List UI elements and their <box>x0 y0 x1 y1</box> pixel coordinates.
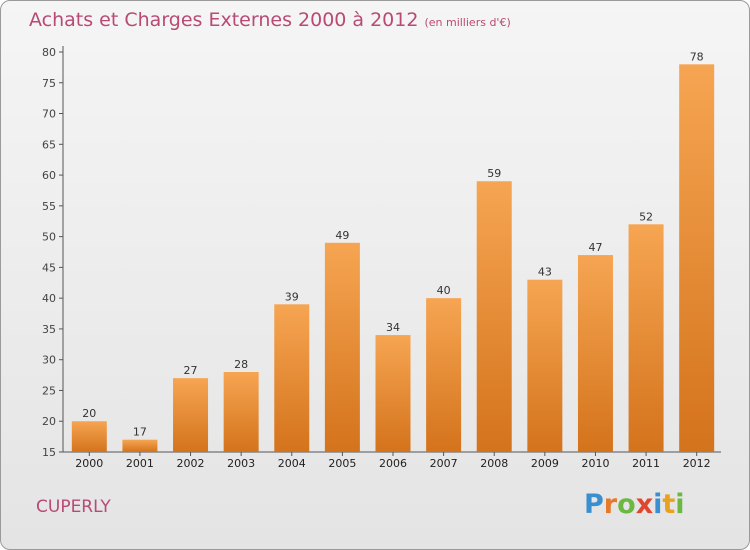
bar-2005 <box>324 242 360 452</box>
bar-2006 <box>375 335 411 452</box>
data-label-2008: 59 <box>487 167 501 180</box>
y-tick-label: 40 <box>42 292 56 305</box>
chart-unit: (en milliers d'€) <box>424 16 511 29</box>
logo-letter: P <box>584 489 604 520</box>
y-tick-label: 35 <box>42 323 56 336</box>
bar-2008 <box>476 181 512 452</box>
data-label-2011: 52 <box>639 210 653 223</box>
bar-2002 <box>173 378 209 452</box>
logo-letter: i <box>675 489 685 520</box>
bar-2010 <box>577 255 613 452</box>
y-tick-label: 75 <box>42 77 56 90</box>
y-tick-label: 70 <box>42 108 56 121</box>
x-tick-label: 2006 <box>379 457 407 470</box>
bar-2001 <box>122 439 158 452</box>
x-tick-label: 2002 <box>177 457 205 470</box>
x-tick-label: 2011 <box>632 457 660 470</box>
x-tick-label: 2004 <box>278 457 306 470</box>
logo-letter: r <box>603 489 618 520</box>
proxiti-logo: Proxiti <box>584 489 685 520</box>
x-tick-label: 2000 <box>75 457 103 470</box>
data-label-2002: 27 <box>184 364 198 377</box>
chart-title-text: Achats et Charges Externes 2000 à 2012 <box>29 9 419 31</box>
logo-letter: x <box>635 489 654 520</box>
bar-2007 <box>426 298 462 452</box>
x-tick-label: 2003 <box>227 457 255 470</box>
data-label-2006: 34 <box>386 321 400 334</box>
y-tick-label: 80 <box>42 46 56 59</box>
y-tick-label: 65 <box>42 138 56 151</box>
y-tick-label: 45 <box>42 261 56 274</box>
x-tick-label: 2001 <box>126 457 154 470</box>
x-tick-label: 2005 <box>328 457 356 470</box>
data-label-2000: 20 <box>82 407 96 420</box>
x-tick-label: 2010 <box>581 457 609 470</box>
y-tick-label: 50 <box>42 231 56 244</box>
bar-2000 <box>71 421 107 452</box>
x-tick-label: 2007 <box>430 457 458 470</box>
bar-2011 <box>628 224 664 452</box>
x-tick-label: 2009 <box>531 457 559 470</box>
bar-2012 <box>679 64 715 453</box>
y-tick-label: 15 <box>42 446 56 459</box>
x-tick-label: 2008 <box>480 457 508 470</box>
logo-letter: t <box>662 489 676 520</box>
bar-2003 <box>223 372 259 452</box>
data-label-2005: 49 <box>335 229 349 242</box>
bar-2009 <box>527 279 563 452</box>
data-label-2009: 43 <box>538 266 552 279</box>
y-tick-label: 20 <box>42 415 56 428</box>
y-tick-label: 60 <box>42 169 56 182</box>
y-tick-label: 55 <box>42 200 56 213</box>
bar-2004 <box>274 304 310 452</box>
data-label-2007: 40 <box>437 284 451 297</box>
data-label-2010: 47 <box>588 241 602 254</box>
data-label-2004: 39 <box>285 290 299 303</box>
logo-letter: o <box>617 489 636 520</box>
data-label-2001: 17 <box>133 426 147 439</box>
y-tick-label: 30 <box>42 354 56 367</box>
chart-title: Achats et Charges Externes 2000 à 2012 (e… <box>29 9 511 31</box>
y-tick-label: 25 <box>42 384 56 397</box>
x-tick-label: 2012 <box>683 457 711 470</box>
commune-name: CUPERLY <box>36 497 111 517</box>
logo-letter: i <box>653 489 663 520</box>
data-label-2003: 28 <box>234 358 248 371</box>
data-label-2012: 78 <box>690 50 704 63</box>
